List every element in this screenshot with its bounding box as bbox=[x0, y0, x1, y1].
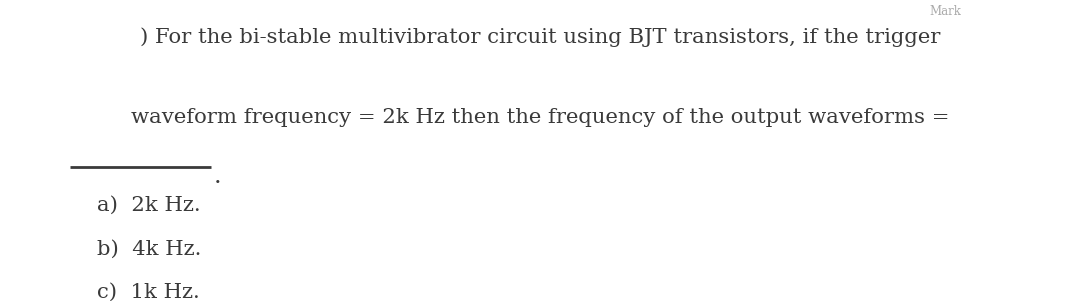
Text: Mark: Mark bbox=[929, 5, 961, 17]
Text: a)  2k Hz.: a) 2k Hz. bbox=[97, 196, 201, 215]
Text: b)  4k Hz.: b) 4k Hz. bbox=[97, 239, 202, 258]
Text: .: . bbox=[214, 165, 221, 188]
Text: c)  1k Hz.: c) 1k Hz. bbox=[97, 283, 200, 301]
Text: waveform frequency = 2k Hz then the frequency of the output waveforms =: waveform frequency = 2k Hz then the freq… bbox=[131, 108, 949, 127]
Text: ) For the bi-stable multivibrator circuit using BJT transistors, if the trigger: ) For the bi-stable multivibrator circui… bbox=[139, 27, 941, 47]
